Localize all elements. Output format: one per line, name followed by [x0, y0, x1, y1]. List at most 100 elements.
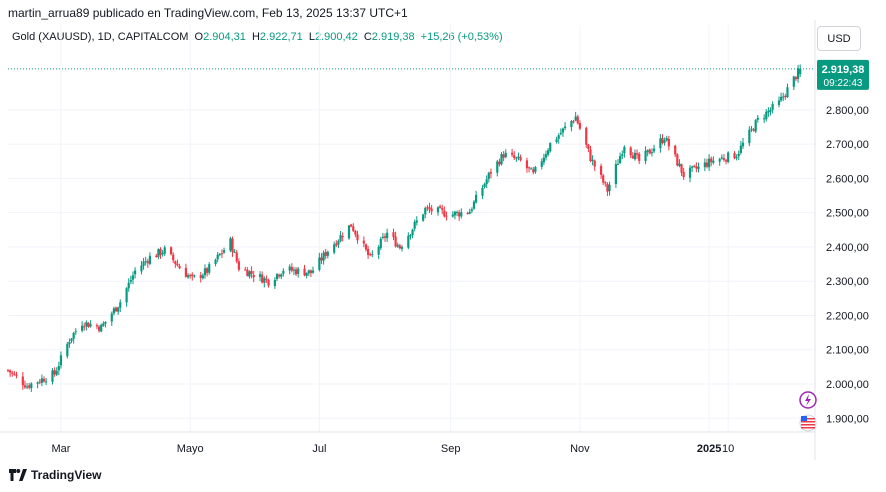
candle-body: [504, 152, 507, 158]
candle-body: [599, 165, 603, 175]
candle-body: [489, 171, 493, 174]
symbol-name[interactable]: Gold (XAUUSD), 1D, CAPITALCOM: [12, 31, 189, 43]
candle-body: [59, 355, 63, 366]
candle-body: [398, 245, 401, 249]
candle-body: [191, 274, 194, 277]
candle-body: [322, 252, 325, 261]
candle-body: [587, 144, 590, 149]
candle-body: [309, 270, 312, 274]
candle-body: [163, 247, 166, 254]
candle-body: [265, 278, 268, 280]
candle-body: [246, 269, 249, 276]
x-tick-label: Mar: [51, 443, 70, 455]
candle-body: [718, 159, 721, 162]
candle-body: [341, 236, 344, 238]
brand-name: TradingView: [31, 468, 102, 482]
candle-body: [129, 280, 132, 282]
candle-body: [282, 270, 285, 274]
y-tick-label: 2.400,00: [826, 242, 869, 254]
candle-body: [318, 257, 321, 270]
candle-body: [396, 244, 399, 247]
candle-body: [606, 183, 609, 192]
candle-body: [786, 87, 789, 98]
candle-body: [28, 385, 31, 388]
y-tick-label: 2.700,00: [826, 139, 869, 151]
candle-body: [409, 235, 412, 237]
candle-body: [424, 208, 427, 215]
candle-body: [623, 146, 626, 154]
candle-body: [712, 160, 715, 163]
candle-body: [530, 168, 533, 170]
candle-body: [85, 322, 88, 327]
x-tick-label: 10: [722, 443, 734, 455]
candle-body: [51, 370, 54, 382]
candle-body: [13, 373, 16, 375]
candle-body: [767, 110, 770, 113]
candle-body: [661, 138, 664, 143]
candle-body: [11, 372, 14, 374]
candle-body: [42, 378, 46, 382]
candle-body: [335, 243, 338, 246]
candle-body: [593, 160, 596, 167]
candle-body: [70, 338, 73, 342]
candle-body: [66, 343, 69, 357]
candle-body: [691, 166, 694, 168]
candle-body: [267, 279, 270, 286]
candle-body: [15, 374, 18, 376]
candle-body: [652, 148, 656, 152]
candle-body: [608, 184, 611, 192]
candle-body: [511, 152, 514, 155]
candle-body: [519, 157, 522, 161]
candle-body: [570, 121, 573, 128]
candle-body: [45, 381, 48, 383]
candle-body: [496, 161, 499, 173]
candle-body: [362, 240, 365, 244]
candle-body: [95, 325, 99, 327]
candle-body: [339, 235, 342, 242]
candle-body: [705, 162, 709, 167]
candle-body: [741, 142, 745, 147]
candle-body: [549, 143, 552, 152]
candle-body: [468, 211, 471, 214]
candle-body: [515, 157, 518, 159]
candle-body: [311, 270, 315, 273]
candle-body: [178, 266, 181, 269]
candle-body: [585, 127, 588, 145]
tradingview-brand[interactable]: TradingView: [9, 468, 101, 482]
candle-body: [208, 264, 211, 273]
candle-body: [542, 157, 545, 163]
candle-body: [244, 269, 247, 271]
price-countdown: 09:22:43: [824, 78, 863, 89]
x-tick-label: 2025: [697, 443, 721, 455]
candle-body: [144, 261, 147, 263]
candle-body: [720, 157, 723, 159]
candle-body: [369, 254, 372, 256]
candle-body: [458, 212, 461, 217]
candle-body: [53, 369, 56, 375]
candle-body: [186, 275, 190, 278]
candle-body: [485, 179, 488, 185]
currency-button[interactable]: USD: [817, 26, 861, 51]
candle-body: [131, 275, 135, 280]
candle-body: [466, 212, 469, 214]
candle-body: [354, 230, 357, 235]
candle-body: [648, 149, 651, 154]
candle-body: [561, 128, 565, 133]
candle-body: [133, 270, 137, 275]
us-flag-stripe: [801, 424, 815, 426]
candle-body: [682, 171, 685, 177]
candle-body: [650, 152, 654, 154]
candle-body: [674, 145, 677, 155]
candle-body: [87, 322, 90, 327]
candle-body: [216, 254, 219, 260]
candle-body: [110, 313, 113, 322]
candle-body: [443, 210, 446, 217]
candle-body: [475, 194, 478, 203]
candle-body: [578, 122, 581, 129]
candle-body: [307, 270, 310, 274]
tradingview-logo-icon: [9, 469, 27, 481]
candle-body: [784, 95, 787, 97]
candle-body: [483, 183, 486, 188]
candle-body: [142, 261, 145, 266]
